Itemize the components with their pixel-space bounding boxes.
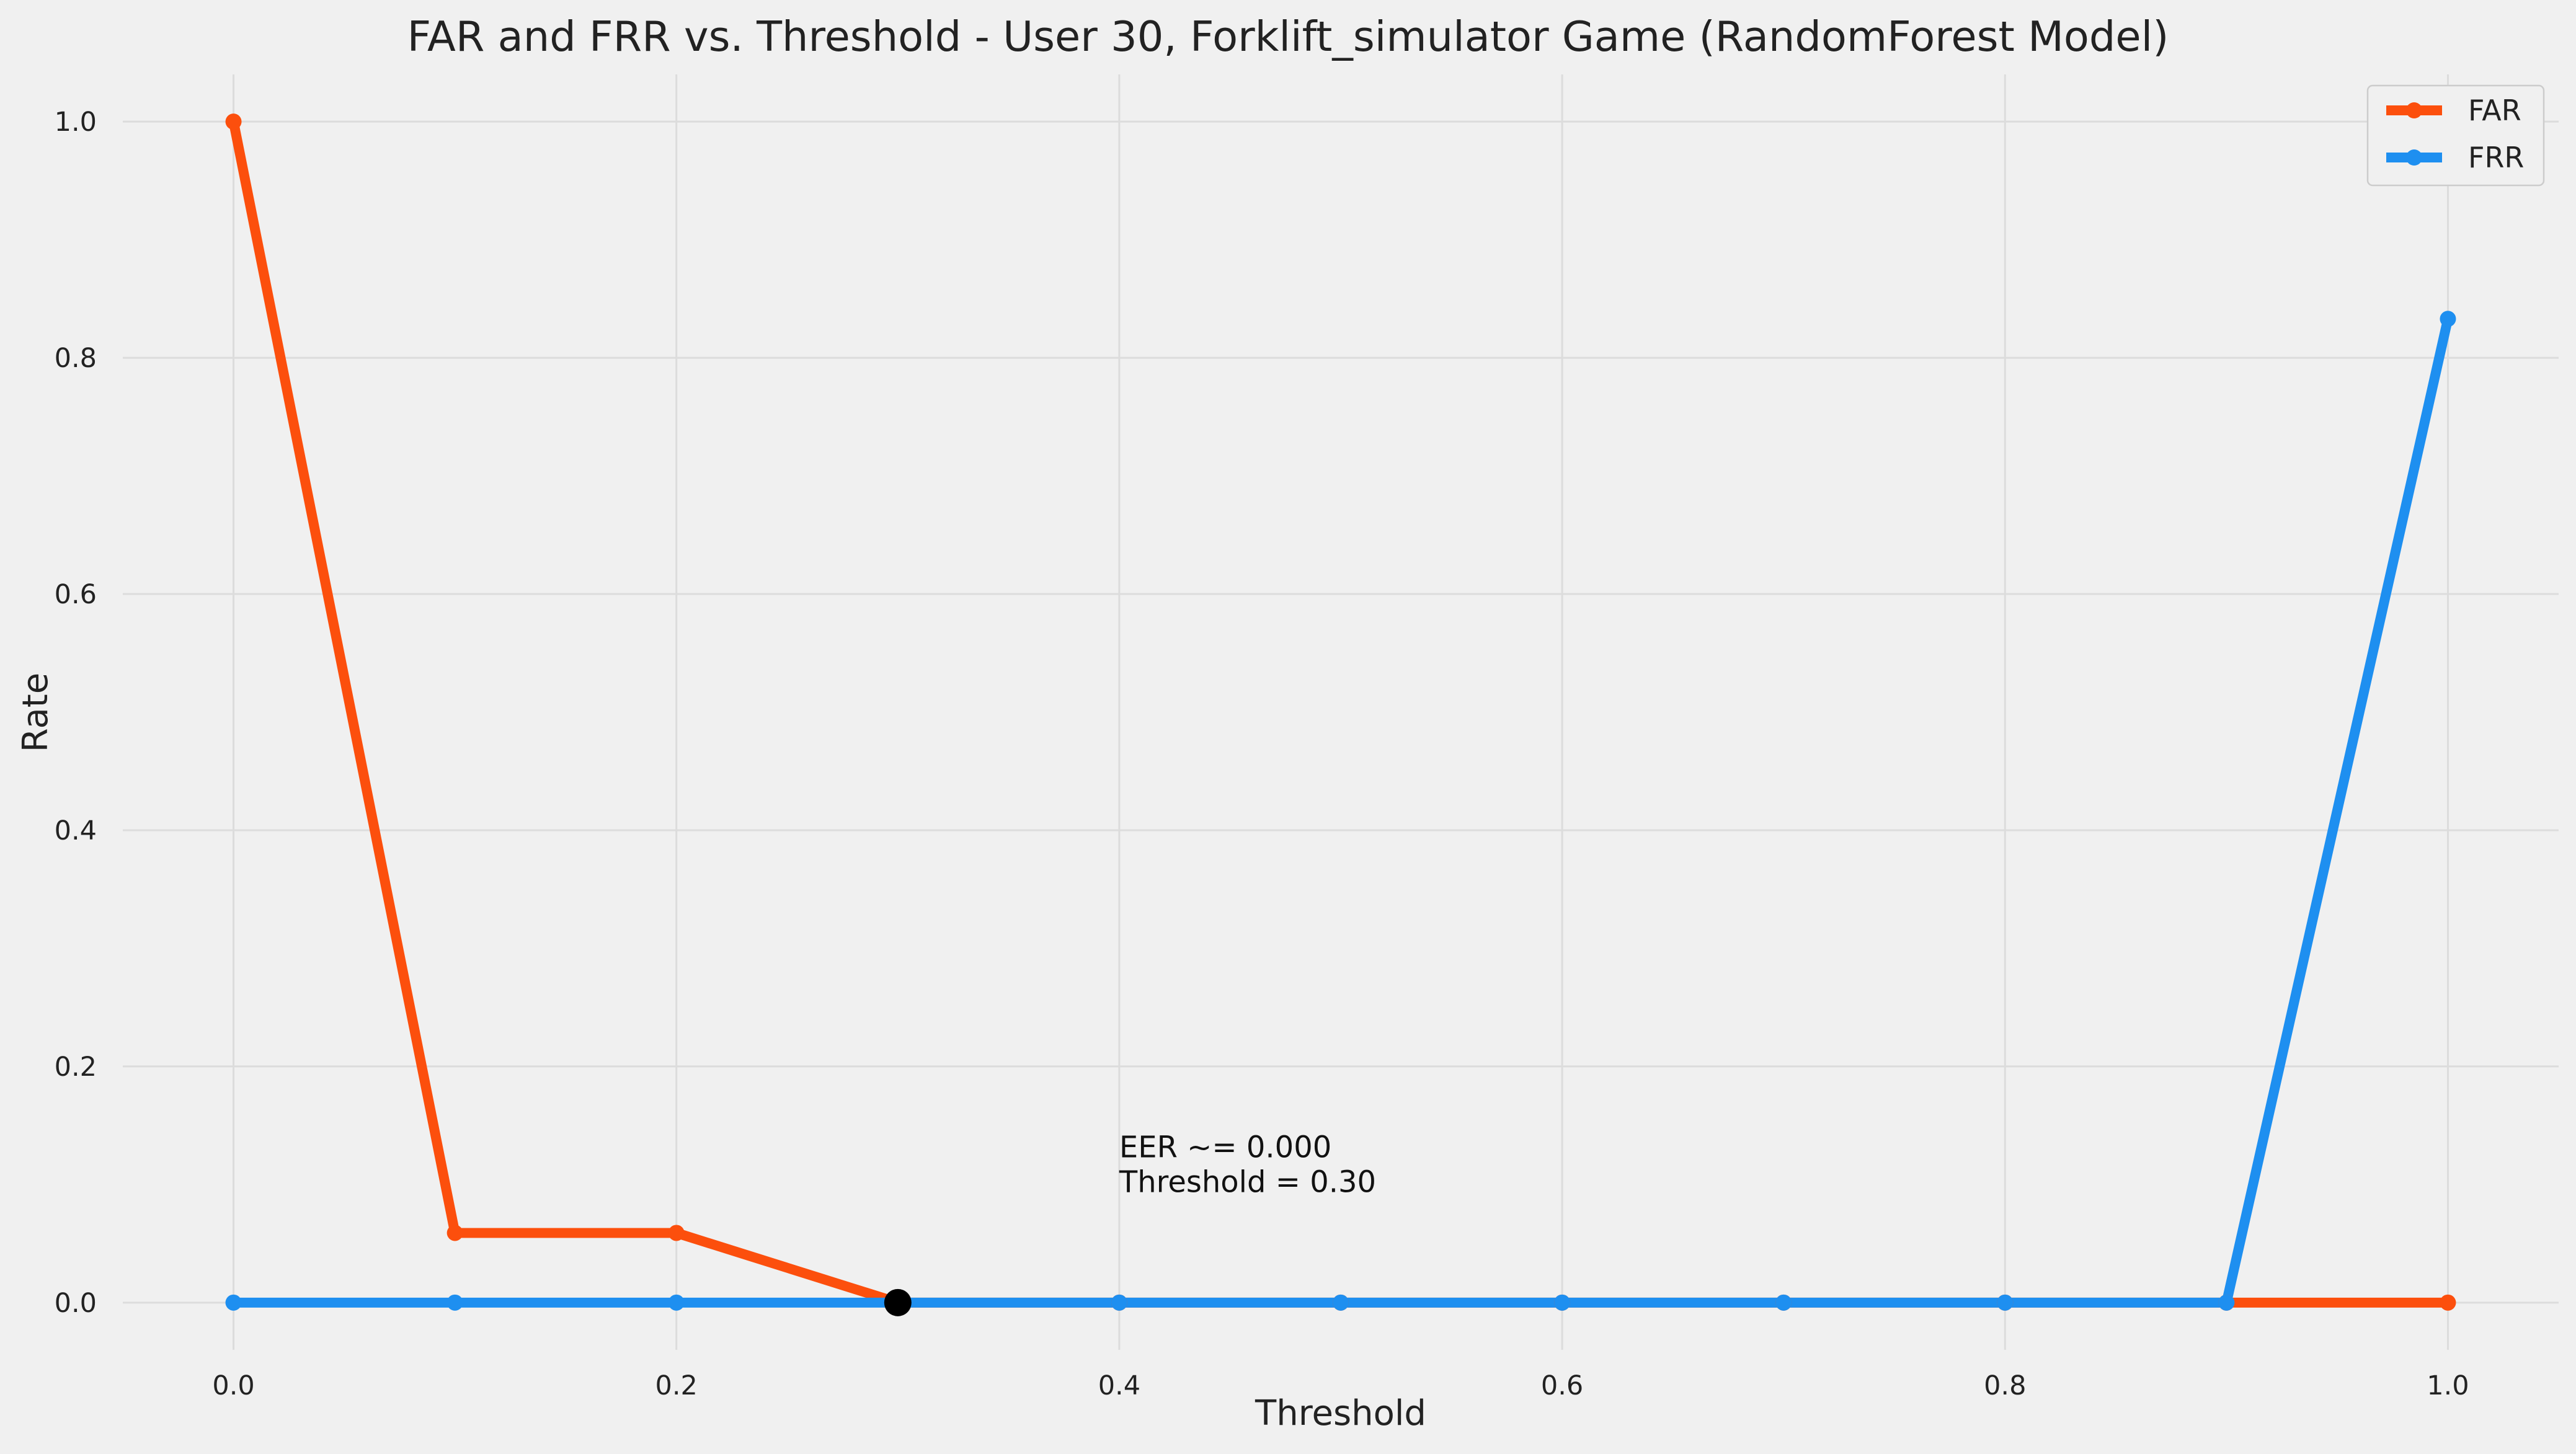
x-tick-label-3: 0.6 bbox=[1541, 1370, 1583, 1401]
frr-point-1 bbox=[446, 1294, 463, 1311]
frr-point-10 bbox=[2440, 311, 2456, 327]
frr-point-0 bbox=[225, 1294, 242, 1311]
frr-point-8 bbox=[1997, 1294, 2014, 1311]
frr-point-4 bbox=[1111, 1294, 1127, 1311]
eer-annotation-line-1: EER ~= 0.000 bbox=[1119, 1130, 1331, 1164]
legend-label-frr: FRR bbox=[2468, 141, 2524, 174]
legend-marker-frr bbox=[2406, 149, 2422, 166]
x-tick-label-1: 0.2 bbox=[655, 1370, 698, 1401]
y-tick-labels: 0.0 0.2 0.4 0.6 0.8 1.0 bbox=[55, 107, 97, 1319]
y-tick-label-0: 0.0 bbox=[55, 1288, 97, 1319]
far-point-2 bbox=[668, 1225, 685, 1241]
far-point-10 bbox=[2440, 1294, 2456, 1311]
eer-annotation-line-2: Threshold = 0.30 bbox=[1119, 1164, 1376, 1199]
eer-annotation: EER ~= 0.000 Threshold = 0.30 bbox=[1119, 1130, 1376, 1199]
y-tick-label-2: 0.4 bbox=[55, 815, 97, 846]
frr-point-5 bbox=[1333, 1294, 1349, 1311]
frr-point-7 bbox=[1775, 1294, 1792, 1311]
y-tick-label-1: 0.2 bbox=[55, 1052, 97, 1083]
far-point-1 bbox=[446, 1225, 463, 1241]
x-axis-label: Threshold bbox=[1255, 1393, 1426, 1434]
series-markers bbox=[225, 113, 2456, 1316]
x-tick-label-0: 0.0 bbox=[212, 1370, 254, 1401]
far-point-0 bbox=[225, 113, 242, 130]
y-axis-label: Rate bbox=[16, 673, 56, 752]
x-tick-labels: 0.0 0.2 0.4 0.6 0.8 1.0 bbox=[212, 1370, 2469, 1401]
legend-marker-far bbox=[2406, 102, 2422, 118]
y-tick-label-4: 0.8 bbox=[55, 343, 97, 374]
x-tick-label-2: 0.4 bbox=[1098, 1370, 1140, 1401]
frr-point-9 bbox=[2218, 1294, 2235, 1311]
y-tick-label-5: 1.0 bbox=[55, 107, 97, 138]
eer-marker bbox=[884, 1288, 912, 1316]
y-tick-label-3: 0.6 bbox=[55, 579, 97, 610]
legend: FAR FRR bbox=[2366, 84, 2545, 187]
frr-point-6 bbox=[1554, 1294, 1571, 1311]
x-tick-label-5: 1.0 bbox=[2427, 1370, 2469, 1401]
legend-label-far: FAR bbox=[2468, 94, 2521, 127]
x-tick-label-4: 0.8 bbox=[1984, 1370, 2026, 1401]
frr-point-2 bbox=[668, 1294, 685, 1311]
chart-title: FAR and FRR vs. Threshold - User 30, For… bbox=[407, 12, 2169, 61]
